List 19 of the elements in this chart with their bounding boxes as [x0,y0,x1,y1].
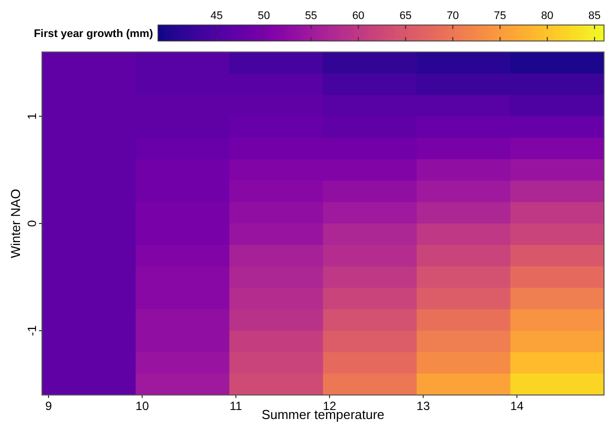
color-bar-label: 85 [588,10,601,22]
color-bar-label: 75 [494,10,506,22]
x-tick-label: 14 [510,399,524,413]
y-tick-label: 0 [25,220,39,227]
color-bar-label: 80 [541,10,554,22]
color-bar-label: 70 [446,10,459,22]
y-tick-label: -1 [25,325,39,336]
color-bar-label: 45 [210,10,223,22]
color-bar-label: 60 [352,10,364,22]
x-tick-label: 13 [416,399,430,413]
color-bar-label: 50 [258,10,270,22]
x-tick-label: 10 [136,399,150,413]
color-bar-label: 65 [399,10,412,22]
y-axis-title: Winter NAO [8,188,23,258]
color-bar-label: 55 [304,10,318,22]
y-tick-label: 1 [25,112,39,120]
x-tick-label: 11 [230,399,242,413]
x-tick-label: 9 [45,399,52,413]
color-bar-title: First year growth (mm) [34,28,154,40]
